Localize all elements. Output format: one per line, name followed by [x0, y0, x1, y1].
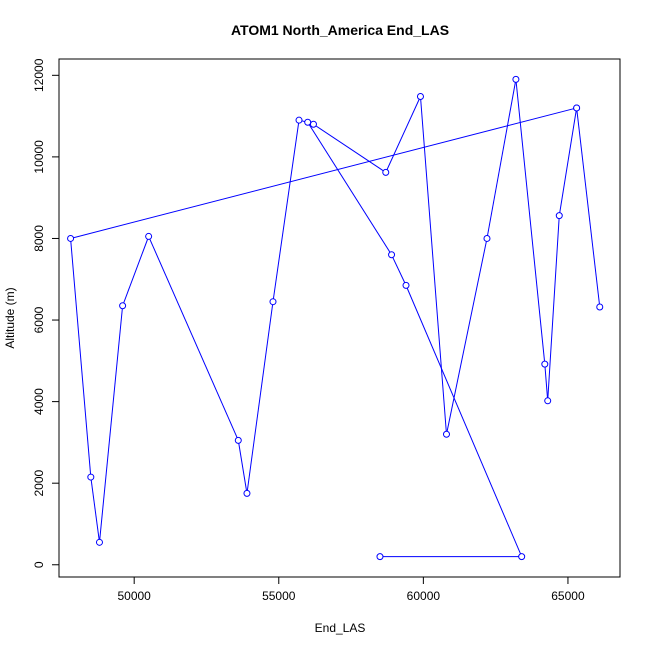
data-point	[95, 538, 103, 546]
data-point	[596, 303, 604, 311]
x-tick-label: 60000	[407, 589, 441, 603]
series-2-line-segment	[515, 79, 546, 365]
series-1-line-segment	[70, 238, 92, 478]
series-2-line-segment	[486, 79, 517, 239]
data-point	[573, 104, 581, 112]
data-point	[309, 120, 317, 128]
chart-title: ATOM1 North_America End_LAS	[231, 22, 449, 38]
y-axis-label: Altitude (m)	[3, 287, 17, 348]
series-1-line-segment	[122, 236, 150, 306]
y-tick-label: 4000	[32, 388, 46, 415]
y-tick-label: 12000	[32, 58, 46, 92]
series-1-line-segment	[246, 301, 274, 494]
series-1-line-segment	[272, 120, 300, 302]
data-point	[544, 397, 552, 405]
x-tick-label: 50000	[117, 589, 151, 603]
series-2-line-segment	[576, 107, 601, 308]
series-2-line-segment	[385, 96, 421, 173]
x-axis: 50000 55000 60000 65000	[117, 577, 585, 603]
x-tick-label: 55000	[262, 589, 296, 603]
y-tick-label: 8000	[32, 225, 46, 252]
data-point	[512, 75, 520, 83]
y-tick-label: 10000	[32, 140, 46, 174]
series-1-line-segment	[237, 440, 248, 494]
series-2-line-segment	[558, 107, 578, 216]
data-point	[145, 232, 153, 240]
series-2-line-segment	[547, 215, 560, 401]
y-axis: 0 2000 4000 6000 8000 10000 12000	[32, 58, 59, 568]
series-1-line-segment	[391, 254, 407, 286]
series-1-line-segment	[148, 236, 239, 441]
y-tick-label: 2000	[32, 470, 46, 497]
data-point	[442, 430, 450, 438]
data-point	[402, 281, 410, 289]
data-point	[376, 553, 384, 561]
data-point	[518, 553, 526, 561]
series-1-line-segment	[70, 107, 577, 239]
data-point	[295, 116, 303, 124]
series-2-line-segment	[419, 96, 447, 435]
data-point	[269, 298, 277, 306]
y-tick-label: 6000	[32, 306, 46, 333]
series-layer	[67, 75, 604, 561]
series-2-line-segment	[544, 364, 549, 401]
series-1-line-segment	[307, 121, 392, 256]
series-2-line-segment	[446, 238, 488, 435]
data-point	[382, 168, 390, 176]
data-point	[304, 118, 312, 126]
data-point	[555, 212, 563, 220]
y-tick-label: 0	[32, 561, 46, 568]
series-1-line-segment	[405, 285, 523, 557]
data-point	[416, 93, 424, 101]
series-1-line-segment	[98, 305, 124, 543]
data-point	[388, 251, 396, 259]
data-point	[243, 489, 251, 497]
x-tick-label: 65000	[551, 589, 585, 603]
series-2-line-segment	[313, 123, 387, 173]
x-axis-label: End_LAS	[315, 621, 366, 635]
data-point	[67, 234, 75, 242]
data-point	[483, 234, 491, 242]
data-point	[87, 473, 95, 481]
plot-frame	[58, 58, 621, 578]
series-1-line-segment	[90, 477, 100, 543]
data-point	[119, 302, 127, 310]
data-point	[234, 436, 242, 444]
data-point	[541, 360, 549, 368]
